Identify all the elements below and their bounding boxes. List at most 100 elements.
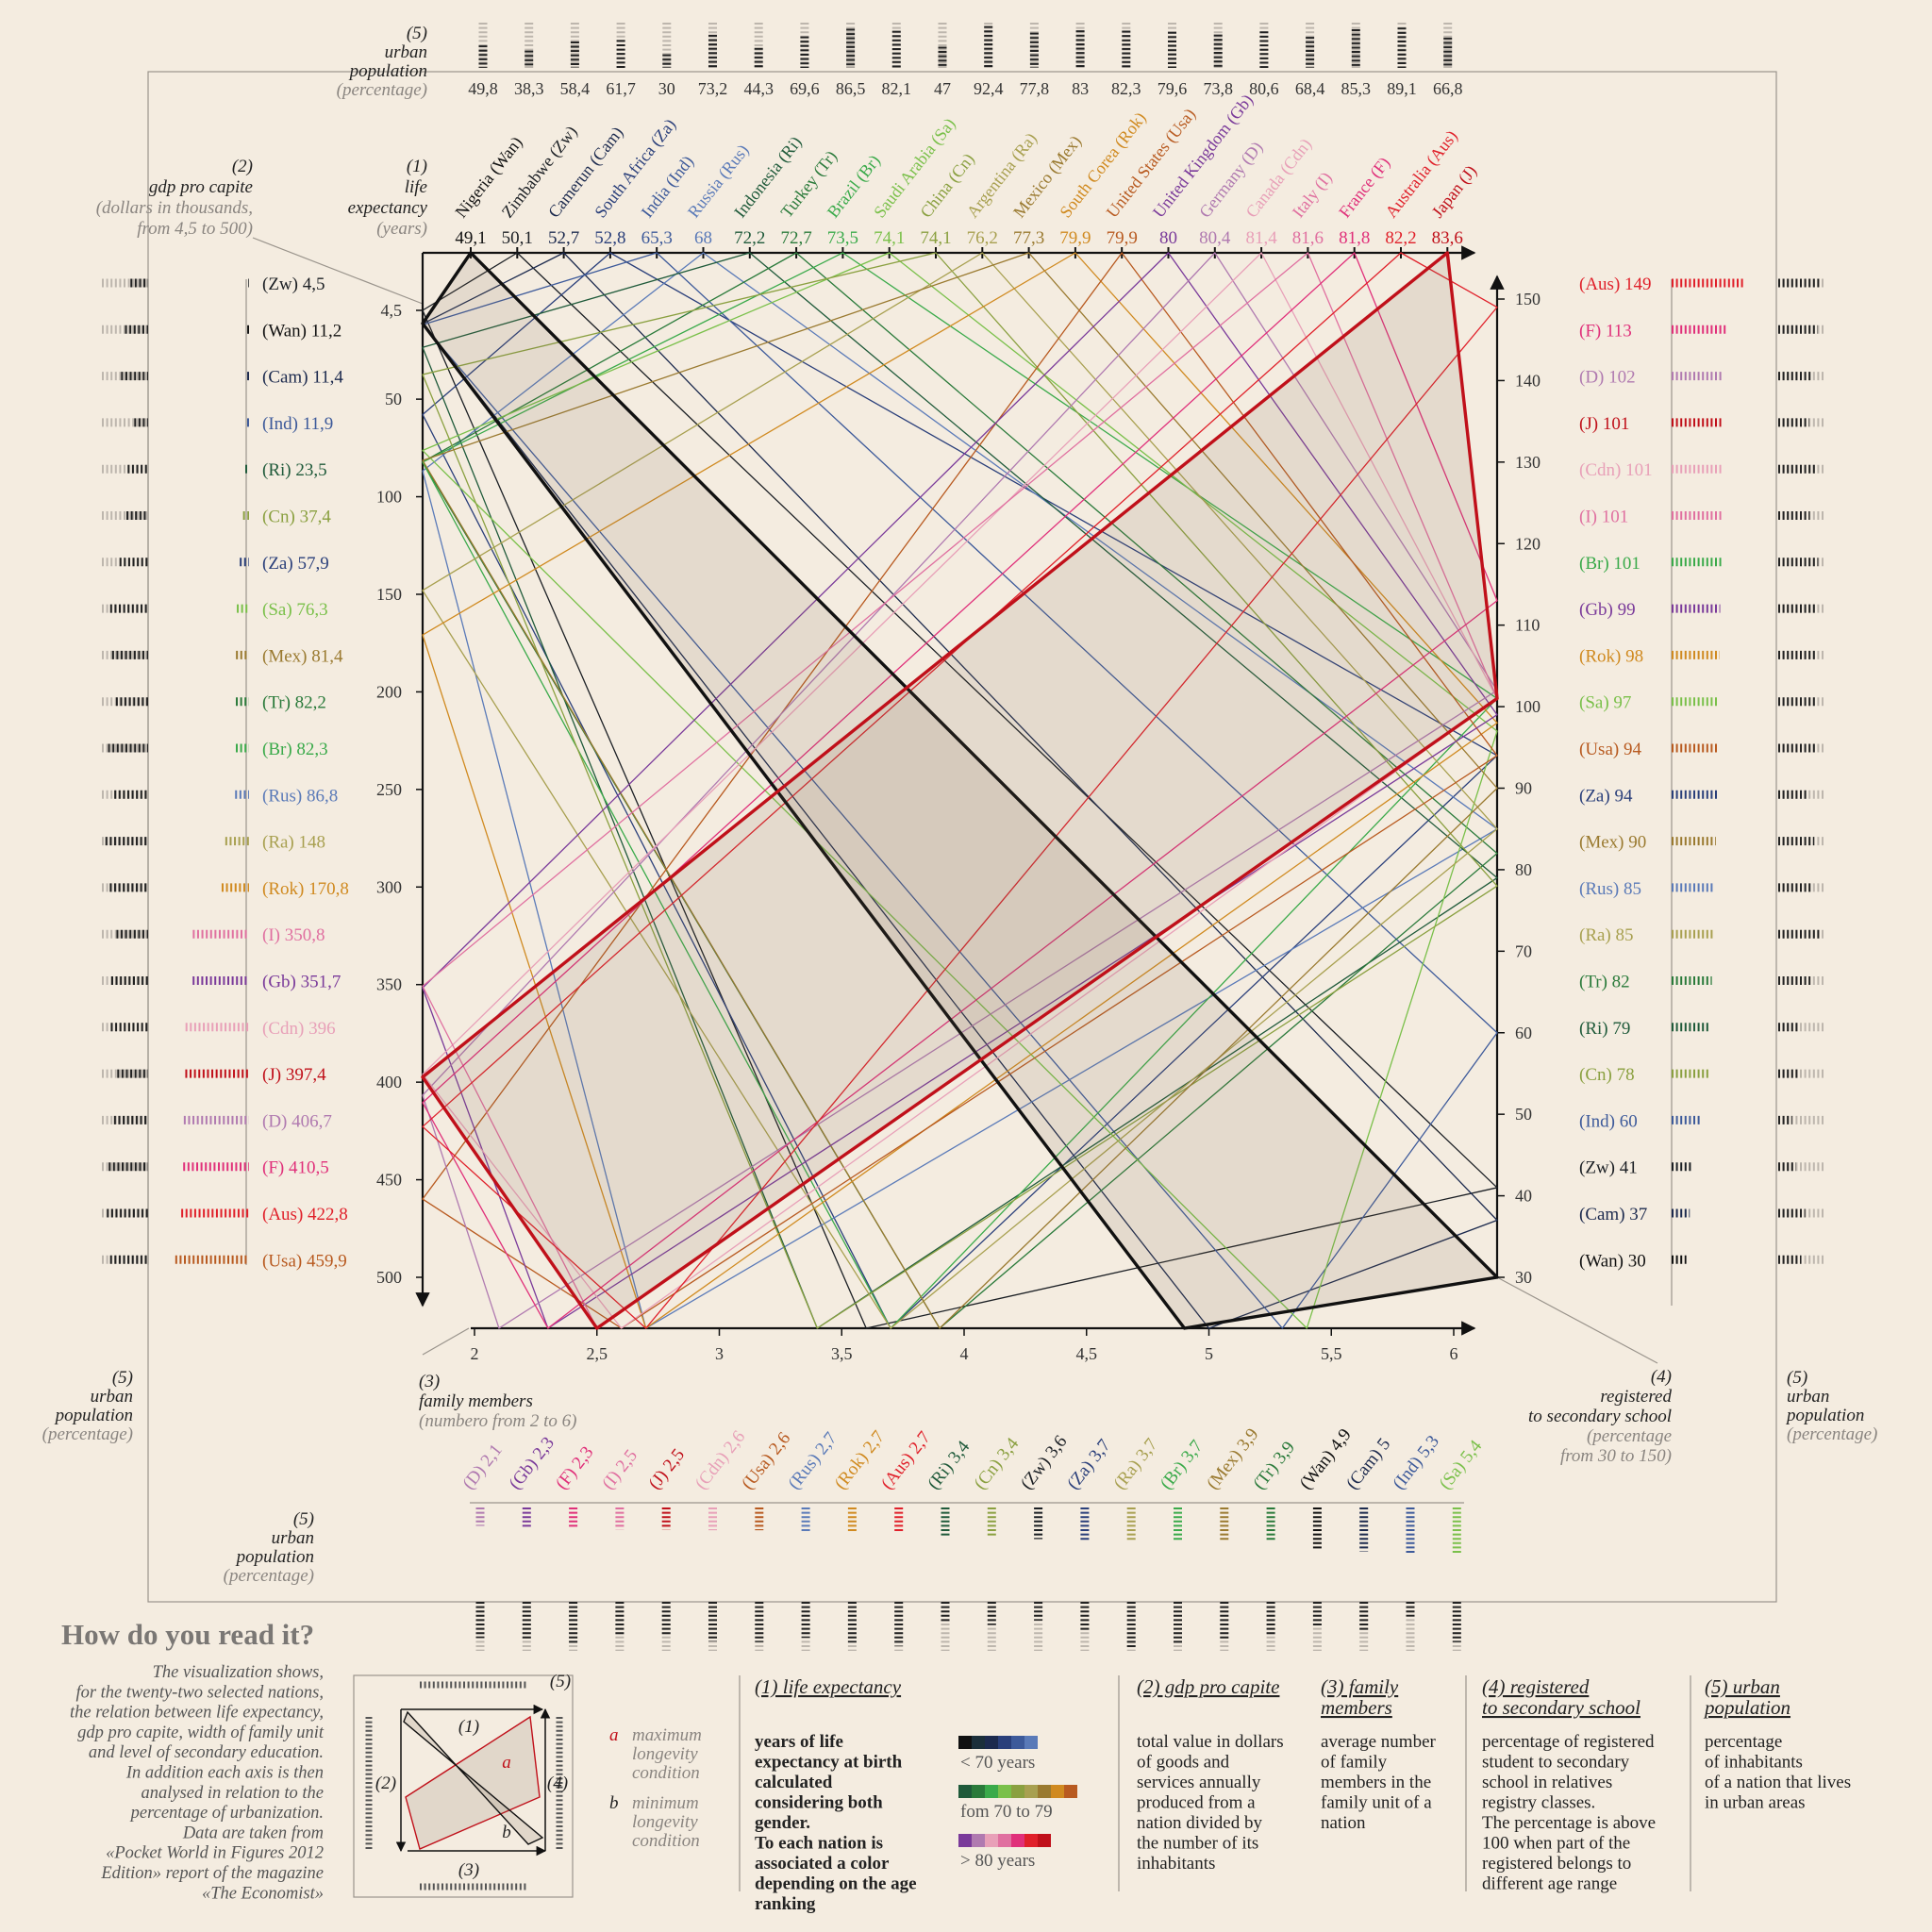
code: (Aus) (262, 1205, 303, 1224)
guide-text: Edition» report of the magazine (100, 1864, 324, 1883)
definition-text: percentage of registered (1482, 1732, 1655, 1752)
axis-label: (5) (407, 24, 427, 43)
code: (Ind) (1579, 1111, 1615, 1131)
code: (Ra) (262, 833, 294, 853)
value-label: 3,9 (1270, 1438, 1299, 1468)
definition-text: inhabitants (1137, 1854, 1215, 1874)
nation-polygon (421, 251, 1499, 1330)
code: (Aus) (877, 1449, 918, 1493)
code: (D) (1579, 368, 1604, 388)
school-entry: (D) 102 (1579, 368, 1636, 388)
code: (Zw) (262, 275, 298, 294)
value-label: 350,8 (285, 925, 325, 945)
value-label: 41 (1620, 1158, 1638, 1178)
value-label: 3,7 (1132, 1435, 1161, 1465)
code: (Za) (1579, 786, 1610, 806)
value-label: 81,4 (311, 646, 343, 666)
school-entry: (J) 101 (1579, 414, 1629, 434)
value-label: 2,7 (859, 1427, 889, 1457)
y-tick-label: 100 (1515, 697, 1541, 716)
value-label: 2,7 (906, 1428, 935, 1458)
swatch (998, 1834, 1011, 1847)
axis-label: (years) (376, 219, 427, 239)
gdp-entry: (Gb) 351,7 (262, 973, 341, 992)
life-label: 74,1 (920, 228, 951, 248)
definition-text: nation divided by (1137, 1813, 1262, 1833)
value-label: 2,5 (659, 1445, 689, 1475)
code: (Br) (262, 740, 292, 759)
definition-text: calculated (755, 1773, 833, 1792)
code: (Za) (262, 554, 293, 574)
school-entry: (Zw) 41 (1579, 1158, 1638, 1178)
swatch (1024, 1785, 1038, 1798)
gdp-entry: (Tr) 82,2 (262, 693, 326, 713)
code: (Ra) (1110, 1457, 1145, 1494)
note-text: longevity (632, 1744, 698, 1764)
axis-label: (4) (1651, 1367, 1672, 1387)
code: (Rus) (262, 786, 302, 806)
urban-label: 66,8 (1433, 79, 1463, 98)
value-label: 102 (1608, 368, 1636, 388)
code: (Za) (1063, 1457, 1098, 1493)
axis-label: population (348, 61, 427, 81)
nation-polygon (422, 252, 1498, 1329)
code: (F) (1579, 321, 1601, 341)
value-label: 30 (1628, 1251, 1646, 1271)
value-label: 101 (1602, 508, 1629, 527)
school-entry: (Wan) 30 (1579, 1251, 1646, 1271)
family-entry: (Tr) 3,9 (1249, 1438, 1299, 1493)
swatch (958, 1736, 972, 1749)
nation-polygon (422, 252, 1498, 1329)
value-label: 90 (1628, 833, 1646, 853)
gdp-entry: (Ra) 148 (262, 833, 325, 853)
family-entry: (Gb) 2,3 (506, 1433, 558, 1493)
axis-label: (5) (112, 1368, 133, 1388)
definition-text: of a nation that lives (1705, 1773, 1851, 1792)
code: (Cdn) (262, 1019, 304, 1039)
family-entry: (Ra) 3,7 (1110, 1435, 1162, 1493)
axis-label: (percentage) (224, 1566, 314, 1586)
code: (Cam) (1579, 1205, 1625, 1224)
guide-text: «Pocket World in Figures 2012 (106, 1844, 324, 1863)
code: (Gb) (1579, 600, 1613, 620)
x-tick-label: 4 (960, 1344, 969, 1363)
definition-text: of family (1321, 1753, 1388, 1773)
nation-name: Japan (J) (1428, 161, 1481, 222)
urban-label: 82,1 (882, 79, 912, 98)
value-label: 60 (1620, 1111, 1638, 1131)
family-entry: (I) 2,5 (598, 1446, 641, 1493)
urban-label: 73,2 (698, 79, 728, 98)
value-label: 3,4 (944, 1437, 974, 1467)
y-tick-label: 50 (1515, 1105, 1532, 1124)
value-label: 101 (1625, 460, 1653, 480)
value-label: 170,8 (308, 879, 349, 899)
code: (I) (1579, 508, 1597, 527)
swatch (972, 1834, 985, 1847)
scale-label: > 80 years (960, 1851, 1035, 1871)
value-label: 11,2 (311, 321, 342, 341)
guide-text: and level of secondary education. (89, 1743, 324, 1762)
swatch (1064, 1785, 1077, 1798)
axis-label: (2) (232, 157, 253, 176)
code: (Cn) (971, 1456, 1007, 1493)
definition-text: produced from a (1137, 1793, 1256, 1813)
guide-text: the relation between life expectancy, (70, 1704, 324, 1723)
gdp-entry: (Cam) 11,4 (262, 368, 343, 388)
swatch (958, 1785, 972, 1798)
code: (F) (552, 1464, 581, 1493)
definition-text: of inhabitants (1705, 1753, 1803, 1773)
code: (Mex) (262, 646, 307, 666)
value-label: 37,4 (300, 508, 332, 527)
gdp-entry: (Rus) 86,8 (262, 786, 338, 806)
y-tick-label: 300 (376, 877, 402, 896)
swatch (972, 1736, 985, 1749)
gdp-entry: (Wan) 11,2 (262, 321, 341, 341)
axis-label: gdp pro capite (149, 177, 253, 197)
urban-label: 68,4 (1295, 79, 1325, 98)
guide-text: percentage of urbanization. (129, 1804, 324, 1823)
code: (Usa) (738, 1450, 778, 1493)
schematic: (1) (2) (3) (4) (5) a b (353, 1672, 574, 1898)
y-tick-label: 140 (1515, 371, 1541, 390)
definition-title: (1) life expectancy (755, 1675, 902, 1698)
x-tick-label: 4,5 (1076, 1344, 1098, 1363)
